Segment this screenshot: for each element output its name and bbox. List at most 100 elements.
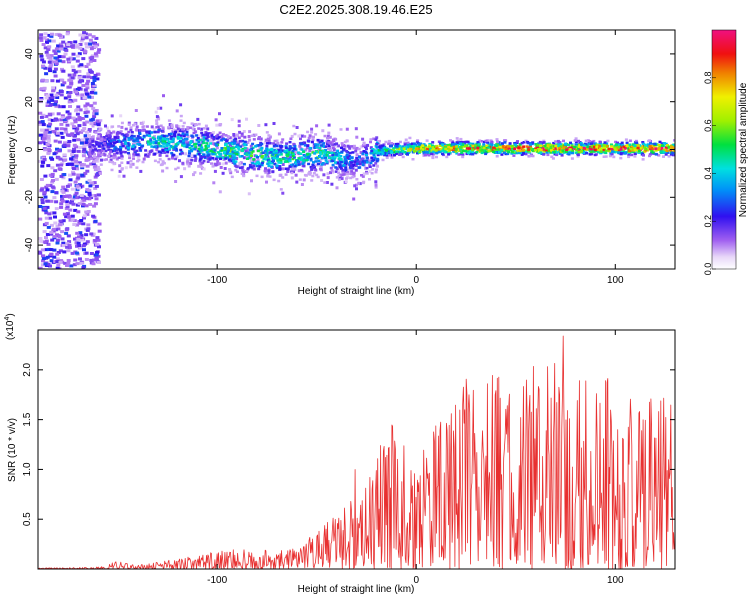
- heatmap-cell: [45, 255, 50, 259]
- heatmap-cell: [45, 183, 50, 187]
- heatmap-cell: [217, 136, 221, 139]
- heatmap-cell: [264, 154, 268, 157]
- heatmap-cell: [307, 156, 310, 159]
- heatmap-cell: [647, 143, 650, 146]
- heatmap-cell: [546, 144, 550, 147]
- colorbar-tick-label: 0.4: [703, 167, 713, 180]
- heatmap-cell: [95, 77, 100, 81]
- heatmap-cell: [243, 152, 247, 155]
- heatmap-cell: [85, 102, 90, 106]
- heatmap-cell: [75, 93, 80, 97]
- heatmap-cell: [292, 153, 295, 156]
- heatmap-cell: [44, 216, 49, 220]
- heatmap-cell: [85, 169, 90, 173]
- heatmap-cell: [278, 168, 282, 171]
- heatmap-cell: [272, 159, 275, 162]
- heatmap-cell: [619, 148, 623, 151]
- heatmap-cell: [334, 166, 338, 169]
- heatmap-cell: [120, 168, 124, 171]
- heatmap-cell: [373, 155, 377, 159]
- heatmap-cell: [117, 125, 121, 128]
- heatmap-cell: [38, 159, 43, 163]
- heatmap-cell: [46, 47, 51, 51]
- heatmap-cell: [44, 96, 49, 100]
- heatmap-cell: [76, 210, 81, 214]
- heatmap-cell: [441, 152, 444, 156]
- heatmap-cell: [459, 152, 463, 156]
- heatmap-cell: [252, 158, 256, 161]
- heatmap-cell: [83, 134, 88, 138]
- heatmap-cell: [567, 151, 571, 155]
- heatmap-cell: [340, 177, 344, 181]
- heatmap-cell: [58, 249, 63, 253]
- heatmap-cell: [79, 245, 83, 249]
- heatmap-cell: [88, 142, 92, 146]
- heatmap-cell: [140, 144, 144, 148]
- heatmap-cell: [593, 145, 596, 149]
- heatmap-cell: [266, 142, 269, 145]
- heatmap-cell: [162, 142, 166, 145]
- heatmap-cell: [106, 142, 110, 146]
- heatmap-cell: [281, 138, 285, 141]
- heatmap-cell: [233, 162, 237, 165]
- heatmap-cell: [669, 149, 672, 152]
- heatmap-cell: [155, 115, 159, 119]
- heatmap-cell: [348, 145, 352, 149]
- heatmap-cell: [81, 202, 86, 206]
- heatmap-cell: [45, 188, 50, 192]
- heatmap-cell: [487, 146, 491, 149]
- heatmap-cell: [318, 141, 322, 144]
- heatmap-cell: [461, 143, 465, 146]
- heatmap-cell: [459, 142, 463, 145]
- heatmap-cell: [60, 230, 65, 234]
- heatmap-cell: [285, 142, 289, 145]
- heatmap-cell: [190, 122, 194, 125]
- heatmap-cell: [104, 149, 108, 153]
- heatmap-cell: [115, 140, 119, 143]
- heatmap-cell: [333, 155, 337, 159]
- heatmap-cell: [436, 148, 440, 151]
- heatmap-cell: [303, 155, 307, 158]
- heatmap-cell: [206, 160, 210, 163]
- heatmap-cell: [324, 153, 328, 157]
- heatmap-cell: [91, 125, 95, 128]
- heatmap-cell: [574, 151, 578, 154]
- heatmap-cell: [337, 171, 341, 174]
- heatmap-cell: [651, 151, 655, 154]
- heatmap-cell: [82, 148, 87, 152]
- heatmap-cell: [129, 165, 133, 169]
- heatmap-cell: [72, 134, 77, 138]
- heatmap-cell: [250, 134, 254, 137]
- heatmap-cell: [66, 249, 71, 253]
- heatmap-cell: [51, 88, 56, 92]
- heatmap-cell: [245, 117, 248, 121]
- heatmap-cell: [577, 139, 580, 143]
- heatmap-cell: [325, 160, 329, 164]
- heatmap-cell: [349, 176, 353, 180]
- heatmap-cell: [85, 240, 90, 244]
- heatmap-cell: [52, 152, 57, 156]
- heatmap-cell: [105, 138, 109, 141]
- heatmap-cell: [174, 167, 178, 171]
- heatmap-cell: [92, 240, 97, 244]
- y-tick-label: 40: [24, 48, 35, 60]
- heatmap-cell: [53, 56, 58, 60]
- heatmap-cell: [397, 147, 401, 150]
- heatmap-cell: [75, 108, 80, 111]
- heatmap-cell: [382, 150, 386, 153]
- heatmap-cell: [233, 156, 237, 160]
- heatmap-cell: [337, 174, 341, 177]
- heatmap-cell: [493, 149, 497, 152]
- spectrogram-x-ticks: -100 0 100: [207, 30, 624, 286]
- heatmap-cell: [586, 145, 590, 148]
- heatmap-cell: [60, 67, 64, 71]
- heatmap-cell: [148, 130, 152, 133]
- heatmap-cell: [355, 153, 359, 157]
- heatmap-cell: [229, 171, 233, 175]
- x-tick-label: 100: [607, 575, 624, 586]
- heatmap-cell: [662, 142, 666, 145]
- heatmap-cell: [584, 139, 588, 143]
- heatmap-cell: [75, 231, 80, 235]
- heatmap-cell: [194, 123, 198, 127]
- heatmap-cell: [212, 181, 216, 185]
